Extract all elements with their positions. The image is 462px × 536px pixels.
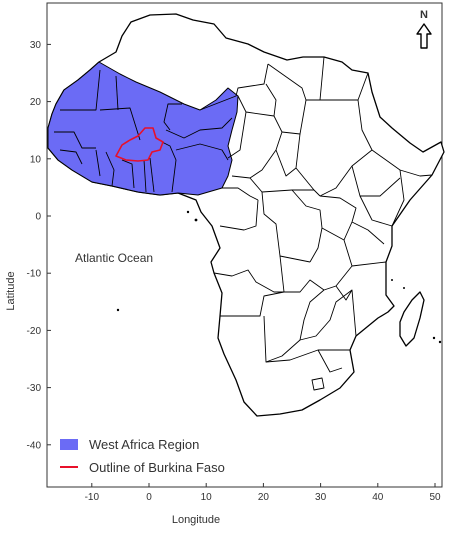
border-line bbox=[261, 191, 311, 263]
islands bbox=[116, 210, 442, 344]
island bbox=[194, 218, 198, 222]
border-line bbox=[249, 177, 314, 193]
y-tick-label: 20 bbox=[30, 97, 42, 108]
y-axis-label: Latitude bbox=[5, 271, 17, 310]
island bbox=[438, 340, 442, 344]
y-tick-label: -30 bbox=[27, 383, 42, 394]
y-axis-ticks: 30 20 10 0 -10 -20 -30 -40 bbox=[27, 40, 51, 451]
x-tick-label: 0 bbox=[146, 492, 152, 503]
border-line bbox=[165, 117, 233, 139]
y-tick-label: 30 bbox=[30, 40, 42, 51]
border-line bbox=[54, 131, 96, 149]
border-line bbox=[275, 133, 301, 177]
legend-swatch-west-africa bbox=[60, 439, 78, 450]
border-line bbox=[161, 141, 177, 193]
border-line bbox=[60, 69, 101, 111]
legend: West Africa Region Outline of Burkina Fa… bbox=[60, 437, 225, 475]
border-line bbox=[199, 63, 269, 111]
border-line bbox=[319, 195, 357, 241]
border-line bbox=[299, 289, 357, 341]
north-label: N bbox=[420, 9, 428, 21]
border-line bbox=[99, 107, 141, 141]
country-borders bbox=[199, 56, 433, 391]
island bbox=[403, 287, 405, 289]
island bbox=[116, 308, 120, 312]
border-line bbox=[222, 187, 259, 201]
border-line bbox=[213, 269, 284, 293]
border-line bbox=[163, 103, 182, 131]
border-line bbox=[231, 115, 283, 179]
legend-label-west-africa: West Africa Region bbox=[89, 437, 199, 452]
x-tick-label: 50 bbox=[429, 492, 441, 503]
x-axis-label: Longitude bbox=[172, 514, 220, 526]
border-line bbox=[59, 149, 83, 165]
legend-label-burkina-faso: Outline of Burkina Faso bbox=[89, 460, 225, 475]
border-line bbox=[351, 221, 385, 245]
y-tick-label: -10 bbox=[27, 269, 42, 280]
border-line bbox=[335, 285, 353, 301]
border-line bbox=[391, 169, 405, 227]
border-line bbox=[220, 291, 285, 317]
y-tick-label: -40 bbox=[27, 440, 42, 451]
x-axis-ticks: -10 0 10 20 30 40 50 bbox=[85, 483, 441, 503]
y-tick-label: 10 bbox=[30, 154, 42, 165]
x-tick-label: 10 bbox=[201, 492, 213, 503]
border-line bbox=[121, 159, 135, 189]
x-tick-label: 40 bbox=[372, 492, 384, 503]
x-tick-label: -10 bbox=[85, 492, 100, 503]
burkina-faso-outline bbox=[115, 127, 164, 162]
border-line bbox=[351, 165, 401, 197]
north-arrow: N bbox=[416, 9, 432, 49]
border-line bbox=[317, 349, 343, 373]
border-line bbox=[143, 159, 147, 193]
x-tick-label: 20 bbox=[258, 492, 270, 503]
border-line bbox=[175, 143, 229, 161]
border-line bbox=[95, 149, 101, 177]
border-line bbox=[115, 75, 119, 111]
border-line bbox=[219, 199, 259, 231]
border-line bbox=[311, 377, 325, 391]
x-tick-label: 30 bbox=[315, 492, 327, 503]
madagascar bbox=[399, 291, 425, 347]
border-line bbox=[149, 157, 155, 193]
border-line bbox=[319, 99, 373, 197]
island bbox=[186, 210, 190, 214]
island bbox=[391, 279, 393, 281]
y-tick-label: 0 bbox=[35, 212, 41, 223]
border-line bbox=[227, 111, 247, 159]
y-tick-label: -20 bbox=[27, 326, 42, 337]
border-line bbox=[105, 151, 115, 187]
border-line bbox=[291, 189, 323, 263]
west-africa-borders bbox=[54, 69, 233, 193]
ocean-label: Atlantic Ocean bbox=[75, 251, 153, 265]
border-line bbox=[359, 195, 393, 227]
island bbox=[432, 336, 436, 340]
north-arrow-icon bbox=[416, 23, 432, 49]
